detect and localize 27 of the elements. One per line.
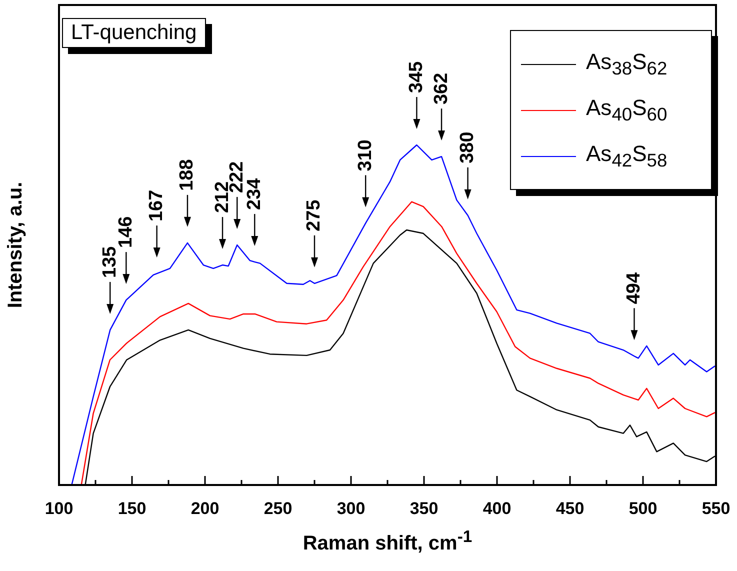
x-tick-label: 250 [264,498,292,518]
x-tick-label: 500 [628,498,658,518]
annotation: 380 [457,132,478,164]
annotation: 188 [176,159,198,191]
x-tick-label: 100 [44,498,74,518]
x-tick-label: 400 [482,498,512,518]
annotation: 345 [406,60,427,93]
legend-label: As$_{40}$S$_{60}$ [586,94,668,126]
annotation: 275 [304,199,325,232]
legend-label: As$_{42}$S$_{58}$ [586,140,668,172]
x-tick-label: 450 [556,498,584,518]
x-tick-label: 300 [336,498,366,518]
annotation: 135 [99,246,120,278]
x-tick-label: 200 [190,498,220,518]
legend-label: As$_{38}$S$_{62}$ [586,48,668,80]
y-axis-title: Intensity, a.u. [4,182,27,308]
annotation: 310 [354,139,376,172]
x-tick-label: 550 [702,498,730,518]
annotation: 167 [146,190,168,222]
annotation: 494 [623,272,644,304]
annotation: 146 [115,216,136,248]
annotation: 234 [244,178,265,210]
x-axis-title: Raman shift, cm$^{-1}$ [302,527,474,556]
x-tick-label: 150 [118,498,146,518]
chart-title: LT-quenching [62,18,206,48]
x-tick-label: 350 [410,498,438,518]
annotation: 362 [430,72,452,105]
